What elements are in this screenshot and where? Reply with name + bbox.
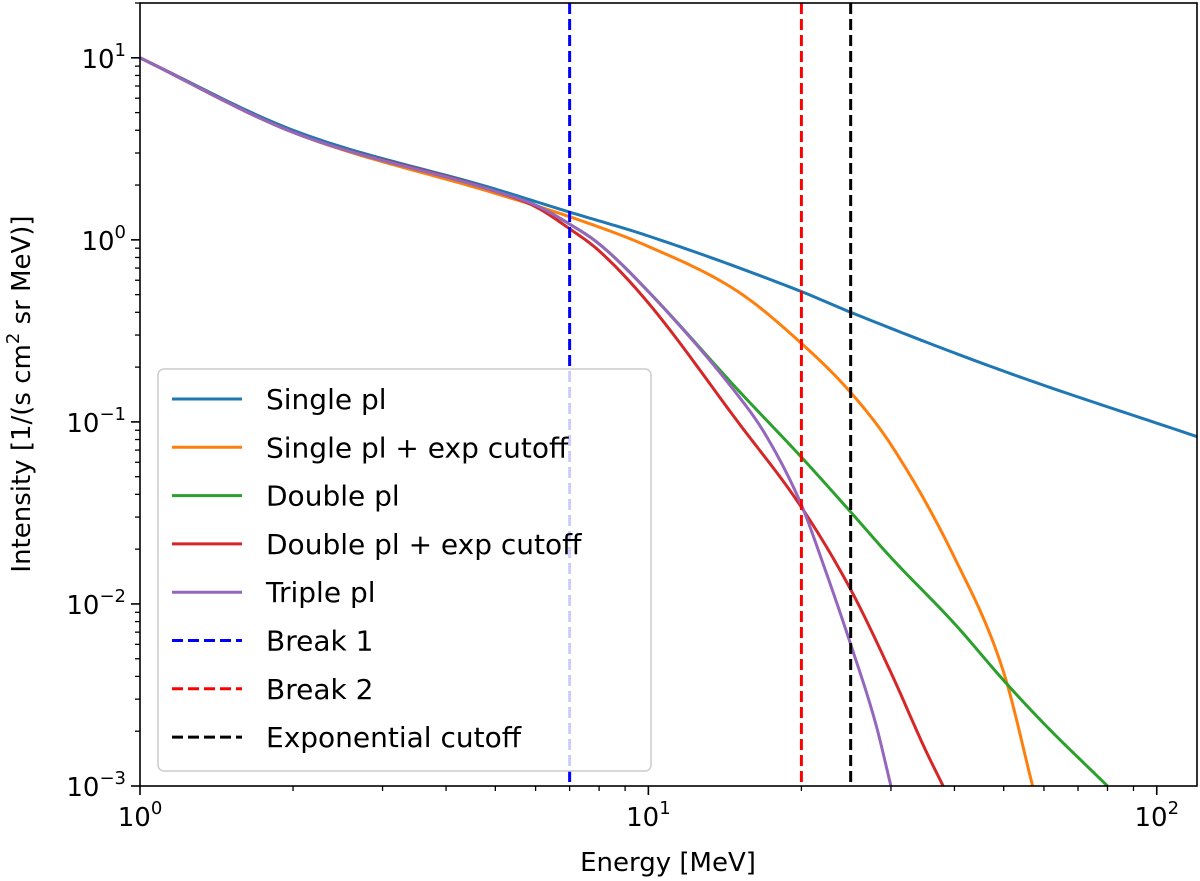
x-tick-label-3: 102 [1134, 798, 1179, 833]
legend-label-4: Double pl + exp cutoff [266, 528, 582, 561]
x-axis-label: Energy [MeV] [580, 848, 756, 878]
y-axis-label-sup: 2 [3, 333, 24, 344]
legend-label-6: Break 1 [266, 625, 373, 658]
y-tick-label-3: 10−1 [66, 404, 126, 439]
legend-label-5: Triple pl [265, 576, 376, 609]
x-tick-label-1: 100 [118, 798, 163, 833]
x-ticks: 100 101 102 [118, 786, 1179, 833]
series-line-1 [140, 56, 1197, 439]
legend-label-7: Break 2 [266, 673, 373, 706]
legend: Single pl Single pl + exp cutoff Double pl… [157, 368, 652, 772]
legend-box [157, 368, 652, 772]
y-tick-label-5: 10−3 [66, 768, 126, 803]
legend-label-8: Exponential cutoff [266, 721, 522, 754]
y-tick-label-4: 10−2 [66, 586, 126, 621]
legend-label-3: Double pl [266, 480, 400, 513]
plot-frame [139, 2, 1198, 787]
legend-label-2: Single pl + exp cutoff [266, 431, 569, 464]
y-axis-label-prefix: Intensity [1/(s cm [7, 344, 37, 572]
series-line-2 [140, 56, 1035, 786]
legend-entries: Single pl Single pl + exp cutoff Double pl… [172, 383, 582, 754]
y-ticks: 101 100 10−1 10−2 10−3 [66, 2, 140, 803]
x-tick-label-2: 101 [626, 798, 671, 833]
series-line-5 [140, 56, 893, 786]
series-group [140, 56, 1197, 786]
y-axis-label-suffix: sr MeV)] [7, 215, 37, 332]
y-axis-label: Intensity [1/(s cm2 sr MeV)] [3, 215, 37, 572]
y-tick-label-1: 101 [81, 40, 126, 75]
legend-label-1: Single pl [266, 383, 387, 416]
y-tick-label-2: 100 [81, 222, 126, 257]
